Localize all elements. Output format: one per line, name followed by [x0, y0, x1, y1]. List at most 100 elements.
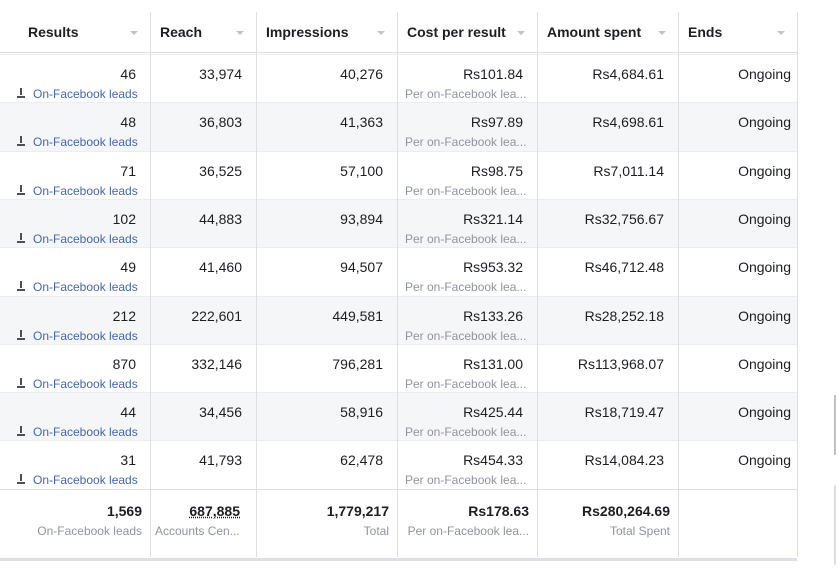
- results-link[interactable]: On-Facebook leads: [33, 376, 138, 391]
- cell-value: Ongoing: [738, 404, 791, 421]
- column-header[interactable]: Reach: [160, 24, 203, 40]
- cell-value: Rs113,968.07: [577, 355, 664, 372]
- row-bg: [0, 343, 797, 394]
- total-label: Accounts Cen...: [155, 523, 240, 538]
- cell-value: 31: [120, 452, 136, 469]
- cell-value: 71: [120, 162, 136, 179]
- total-label: Total: [363, 523, 389, 538]
- column-header[interactable]: Results: [28, 24, 79, 40]
- cell-value: 34,456: [199, 404, 242, 421]
- cell-value: 93,894: [340, 210, 383, 227]
- row-bg: [0, 54, 797, 104]
- cell-value: 41,363: [340, 114, 383, 131]
- cell-value: Rs4,698.61: [592, 114, 664, 131]
- sort-icon: [777, 31, 785, 35]
- cell-value: Ongoing: [738, 355, 791, 372]
- cost-label: Per on-Facebook lea...: [405, 231, 527, 246]
- total-label: Total Spent: [609, 523, 670, 538]
- results-link[interactable]: On-Facebook leads: [33, 473, 138, 488]
- column-header[interactable]: Cost per result: [407, 24, 506, 40]
- cost-label: Per on-Facebook lea...: [405, 280, 527, 295]
- download-icon: [17, 280, 25, 292]
- cost-label: Per on-Facebook lea...: [405, 135, 527, 150]
- cell-value: 94,507: [340, 259, 383, 276]
- total-label: Per on-Facebook lea...: [407, 523, 529, 538]
- results-link[interactable]: On-Facebook leads: [33, 135, 138, 150]
- sort-icon: [236, 31, 244, 35]
- cell-value: 870: [112, 355, 136, 372]
- column-divider: [537, 12, 538, 557]
- results-link[interactable]: On-Facebook leads: [33, 425, 138, 440]
- column-header[interactable]: Ends: [688, 24, 723, 40]
- cell-value: 41,460: [199, 259, 242, 276]
- row-bg: [0, 247, 797, 297]
- download-icon: [17, 231, 25, 243]
- column-divider: [397, 12, 398, 557]
- results-link[interactable]: On-Facebook leads: [33, 280, 138, 295]
- cell-value: Rs133.26: [463, 307, 523, 324]
- column-divider: [150, 12, 151, 557]
- total-value: 1,779,217: [326, 502, 389, 519]
- sort-icon: [130, 31, 138, 35]
- total-value: Rs178.63: [468, 502, 529, 519]
- download-icon: [17, 425, 25, 437]
- cost-label: Per on-Facebook lea...: [405, 376, 527, 391]
- row-bg: [0, 150, 797, 200]
- sort-icon: [658, 31, 666, 35]
- cell-value: 57,100: [340, 162, 383, 179]
- cell-value: Rs97.89: [470, 114, 523, 131]
- total-value: Rs280,264.69: [582, 502, 670, 519]
- cell-value: Rs131.00: [463, 355, 523, 372]
- column-divider: [256, 12, 257, 557]
- cell-value: Ongoing: [738, 210, 791, 227]
- cell-value: Rs425.44: [463, 404, 523, 421]
- cell-value: Rs454.33: [463, 452, 523, 469]
- cell-value: 449,581: [332, 307, 383, 324]
- cell-value: 212: [112, 307, 136, 324]
- column-header[interactable]: Impressions: [266, 24, 349, 40]
- results-link[interactable]: On-Facebook leads: [33, 231, 138, 246]
- cell-value: Ongoing: [738, 114, 791, 131]
- total-label: On-Facebook leads: [37, 523, 142, 538]
- cell-value: 49: [120, 259, 136, 276]
- total-value: 687,885: [189, 502, 240, 519]
- cell-value: Rs953.32: [463, 259, 523, 276]
- sort-icon: [517, 31, 525, 35]
- cell-value: 796,281: [332, 355, 383, 372]
- cell-value: 33,974: [199, 66, 242, 82]
- cell-value: 48: [120, 114, 136, 131]
- cell-value: 40,276: [340, 66, 383, 82]
- download-icon: [17, 183, 25, 195]
- column-header[interactable]: Amount spent: [547, 24, 642, 40]
- cost-label: Per on-Facebook lea...: [405, 473, 527, 488]
- results-link[interactable]: On-Facebook leads: [33, 328, 138, 343]
- cell-value: Ongoing: [738, 162, 791, 179]
- cell-value: 44: [120, 404, 136, 421]
- cell-value: 44,883: [199, 210, 242, 227]
- cell-value: Rs32,756.67: [584, 210, 664, 227]
- cell-value: Ongoing: [738, 307, 791, 324]
- cell-value: 41,793: [199, 452, 242, 469]
- total-value: 1,569: [106, 502, 142, 519]
- cell-value: Rs18,719.47: [584, 404, 664, 421]
- cell-value: Rs14,084.23: [584, 452, 664, 469]
- cell-value: 102: [112, 210, 136, 227]
- column-divider: [797, 12, 798, 557]
- cell-value: 46: [120, 66, 136, 82]
- cell-value: Rs4,684.61: [592, 66, 664, 82]
- sort-icon: [377, 31, 385, 35]
- row-bg: [0, 440, 797, 490]
- cell-value: 62,478: [340, 452, 383, 469]
- cell-value: Ongoing: [738, 452, 791, 469]
- totals-bg: [0, 488, 797, 561]
- download-icon: [17, 328, 25, 340]
- results-link[interactable]: On-Facebook leads: [33, 183, 138, 198]
- row-bg: [0, 102, 797, 152]
- cell-value: 36,803: [199, 114, 242, 131]
- results-link[interactable]: On-Facebook leads: [33, 87, 138, 101]
- cost-label: Per on-Facebook lea...: [405, 425, 527, 440]
- scrollbar: [834, 395, 836, 455]
- download-icon: [17, 87, 25, 98]
- download-icon: [17, 473, 25, 485]
